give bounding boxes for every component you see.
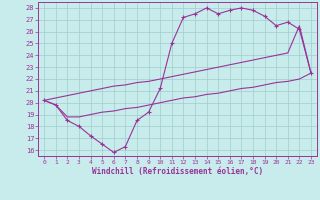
X-axis label: Windchill (Refroidissement éolien,°C): Windchill (Refroidissement éolien,°C) (92, 167, 263, 176)
